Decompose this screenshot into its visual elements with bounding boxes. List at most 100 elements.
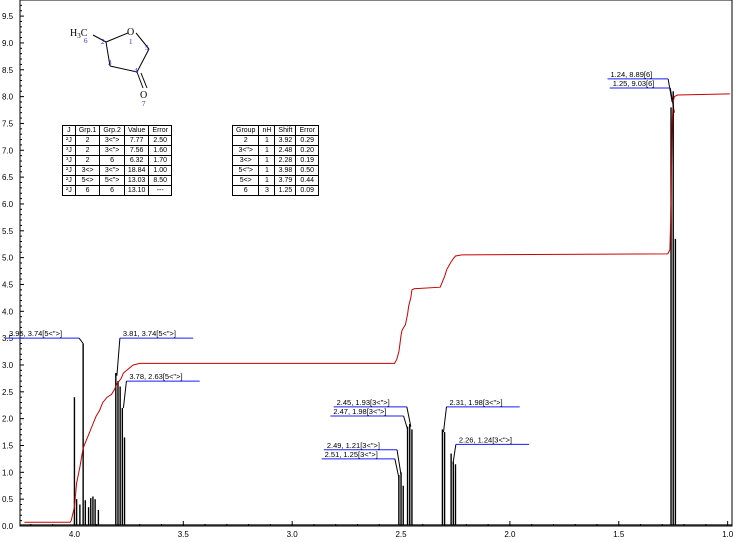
y-tick-label: 6.5 <box>2 173 14 182</box>
annotation-leader <box>669 87 675 113</box>
shift-table-header: Group nH Shift Error <box>231 125 319 136</box>
y-tick-label: 7.0 <box>2 146 14 155</box>
annotation-leader <box>443 406 447 433</box>
annotation-label: 2.45, 1.93[3<">] <box>337 398 390 407</box>
table-cell: 6 <box>231 185 260 196</box>
y-tick-label: 1.5 <box>2 441 14 450</box>
table-cell: 1.25 <box>274 185 297 196</box>
table-cell: 0.29 <box>295 135 319 146</box>
annotation-label: 2.49, 1.21[3<">] <box>327 441 380 450</box>
y-tick-label: 1.0 <box>2 468 14 477</box>
table-cell: 2.28 <box>274 155 297 166</box>
table-cell: 1 <box>258 155 276 166</box>
table-row: ²J 5<> 5<"> 13.03 8.50 <box>62 175 172 186</box>
table-cell: 0.44 <box>295 175 319 186</box>
annotation-label: 3.78, 2.63[5<">] <box>129 372 182 381</box>
table-cell: 0.19 <box>295 155 319 166</box>
y-axis: 0.00.51.01.52.02.53.03.54.04.55.05.56.06… <box>2 4 24 531</box>
table-row: 3<> 1 2.28 0.19 <box>231 155 319 166</box>
y-tick-label: 4.0 <box>2 307 14 316</box>
table-cell: ²J <box>62 135 76 146</box>
annotation-label: 3.96, 3.74[5<">] <box>9 329 62 338</box>
annotation-leader <box>396 449 402 476</box>
atom-num-2: 2 <box>101 38 105 46</box>
table-cell: 1 <box>258 175 276 186</box>
table-cell: 7.56 <box>123 145 150 156</box>
col-group: Group <box>231 125 260 136</box>
spectrum-peaks <box>20 91 732 526</box>
table-cell: 0.50 <box>295 165 319 176</box>
molecule-structure: H3C 6 2 O 1 5 3 4 O 7 <box>70 27 150 108</box>
table-cell: 6 <box>99 185 125 196</box>
table-cell: 3<"> <box>99 145 125 156</box>
table-row: 5<"> 1 3.98 0.50 <box>231 165 319 176</box>
table-cell: 2 <box>74 155 101 166</box>
table-cell: 0.09 <box>295 185 319 196</box>
atom-num-7: 7 <box>142 100 146 108</box>
atom-num-3: 3 <box>108 59 112 67</box>
y-tick-label: 8.5 <box>2 66 14 75</box>
y-tick-label: 2.5 <box>2 388 14 397</box>
annotation-leader <box>452 444 457 465</box>
col-j: J <box>62 125 76 136</box>
atom-h3c: H3C <box>70 28 88 40</box>
table-cell: 5<> <box>231 175 260 186</box>
coupling-table-header: J Grp.1 Grp.2 Value Error <box>62 125 172 136</box>
table-cell: 7.77 <box>123 135 150 146</box>
table-cell: 6 <box>99 155 125 166</box>
coupling-constants-table: J Grp.1 Grp.2 Value Error ²J 2 3<"> 7.77… <box>62 125 172 196</box>
table-cell: 3<> <box>231 155 260 166</box>
table-cell: 3<"> <box>99 165 125 176</box>
table-row: 3<"> 1 2.48 0.20 <box>231 145 319 156</box>
x-tick-label: 3.0 <box>287 530 299 539</box>
annotation-leader <box>122 381 127 408</box>
x-tick-label: 3.5 <box>178 530 190 539</box>
x-tick-label: 4.0 <box>69 530 81 539</box>
annotation-label: 2.31, 1.98[3<">] <box>449 398 502 407</box>
table-cell: 18.84 <box>123 165 150 176</box>
table-cell: 8.50 <box>148 175 172 186</box>
col-error: Error <box>295 125 319 136</box>
annotation-leader <box>406 406 412 427</box>
table-cell: 5<> <box>74 175 101 186</box>
y-tick-label: 0.5 <box>2 495 14 504</box>
annotation-leader <box>78 337 84 344</box>
table-row: ²J 3<> 3<"> 18.84 1.00 <box>62 165 172 176</box>
table-row: ²J 6 6 13.10 --- <box>62 185 172 196</box>
table-cell: 2.50 <box>148 135 172 146</box>
col-value: Value <box>123 125 150 136</box>
col-nh: nH <box>258 125 276 136</box>
x-tick-label: 2.5 <box>395 530 407 539</box>
x-tick-label: 1.5 <box>613 530 625 539</box>
table-cell: 13.03 <box>123 175 150 186</box>
y-tick-label: 5.5 <box>2 227 14 236</box>
table-cell: 6.32 <box>123 155 150 166</box>
table-cell: 1.70 <box>148 155 172 166</box>
table-cell: 3<> <box>74 165 101 176</box>
table-cell: 3<"> <box>99 135 125 146</box>
table-cell: 1.00 <box>148 165 172 176</box>
y-tick-label: 8.0 <box>2 93 14 102</box>
table-cell: 1 <box>258 135 276 146</box>
table-cell: ²J <box>62 165 76 176</box>
annotation-leader <box>116 338 121 376</box>
annotation-label: 2.47, 1.98[3<">] <box>333 407 386 416</box>
table-row: 6 3 1.25 0.09 <box>231 185 319 196</box>
table-cell: 3 <box>258 185 276 196</box>
y-tick-label: 2.0 <box>2 415 14 424</box>
table-cell: 2 <box>231 135 260 146</box>
table-cell: 6 <box>74 185 101 196</box>
table-cell: ²J <box>62 185 76 196</box>
annotation-label: 1.24, 8.89[6] <box>611 70 653 79</box>
col-error: Error <box>148 125 172 136</box>
table-cell: ²J <box>62 175 76 186</box>
table-row: 2 1 3.92 0.29 <box>231 135 319 146</box>
y-tick-label: 0.0 <box>2 522 14 531</box>
y-tick-label: 4.5 <box>2 280 14 289</box>
annotation-leader <box>394 458 400 478</box>
table-cell: 3.79 <box>274 175 297 186</box>
annotation-leader <box>403 415 409 430</box>
col-grp2: Grp.2 <box>99 125 125 136</box>
table-cell: 3.92 <box>274 135 297 146</box>
